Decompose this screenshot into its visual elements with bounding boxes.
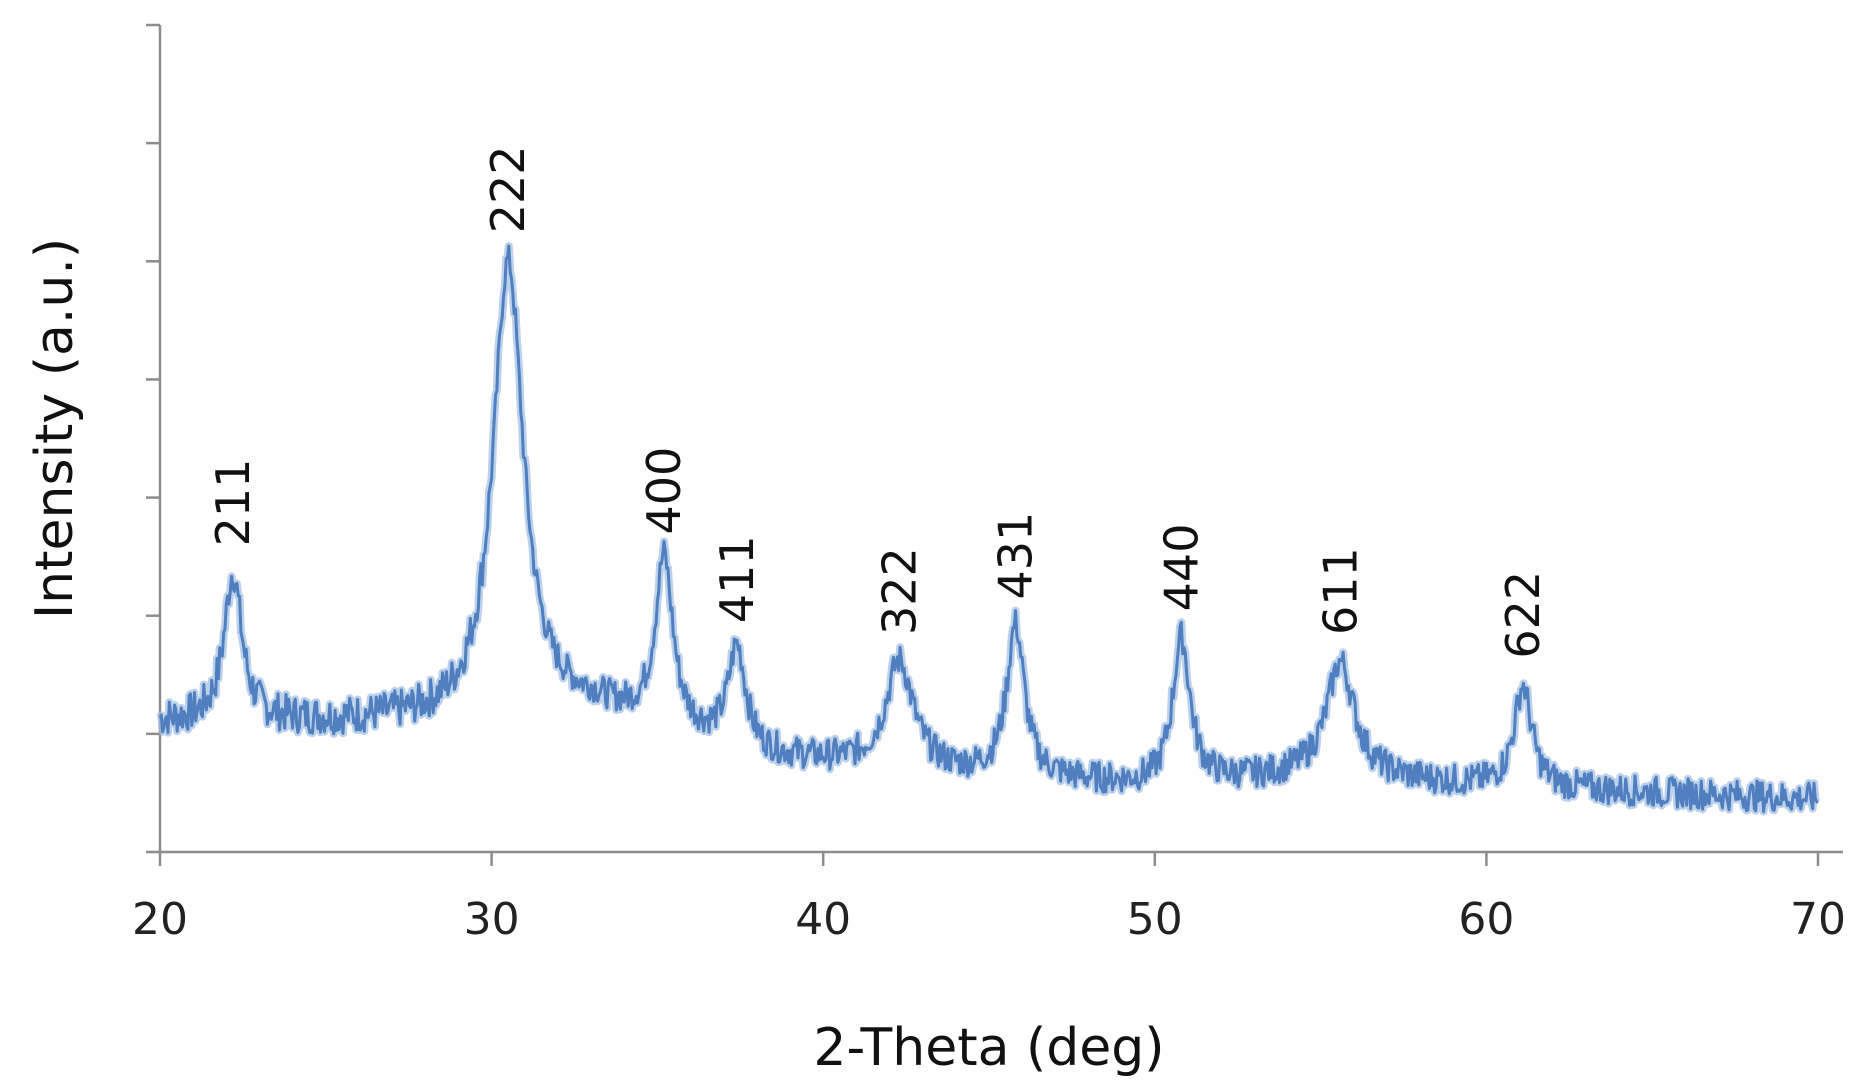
x-tick-label: 40 <box>795 894 851 945</box>
peak-label-611: 611 <box>1313 547 1367 635</box>
series-line <box>158 244 1819 814</box>
series-xrd-pattern <box>156 242 1821 816</box>
peak-label-222: 222 <box>481 145 535 233</box>
peak-label-411: 411 <box>710 535 764 623</box>
x-tick-label: 50 <box>1127 894 1183 945</box>
peak-label-211: 211 <box>206 459 260 547</box>
y-axis-title: Intensity (a.u.) <box>25 238 85 619</box>
peak-label-322: 322 <box>872 547 926 635</box>
x-tick-label: 20 <box>132 894 188 945</box>
peak-label-440: 440 <box>1154 524 1208 612</box>
x-ticks: 20 30 40 50 60 70 <box>132 852 1846 945</box>
x-tick-label: 70 <box>1790 894 1846 945</box>
x-axis-title: 2-Theta (deg) <box>813 1018 1164 1078</box>
peak-label-400: 400 <box>637 447 691 535</box>
x-tick-label: 60 <box>1458 894 1514 945</box>
peak-labels: 211 222 400 411 322 431 440 611 622 <box>206 145 1550 658</box>
peak-label-622: 622 <box>1496 571 1550 659</box>
axes: 20 30 40 50 60 70 <box>132 23 1846 945</box>
y-ticks <box>146 23 160 854</box>
peak-label-431: 431 <box>989 512 1043 600</box>
x-tick-label: 30 <box>464 894 520 945</box>
